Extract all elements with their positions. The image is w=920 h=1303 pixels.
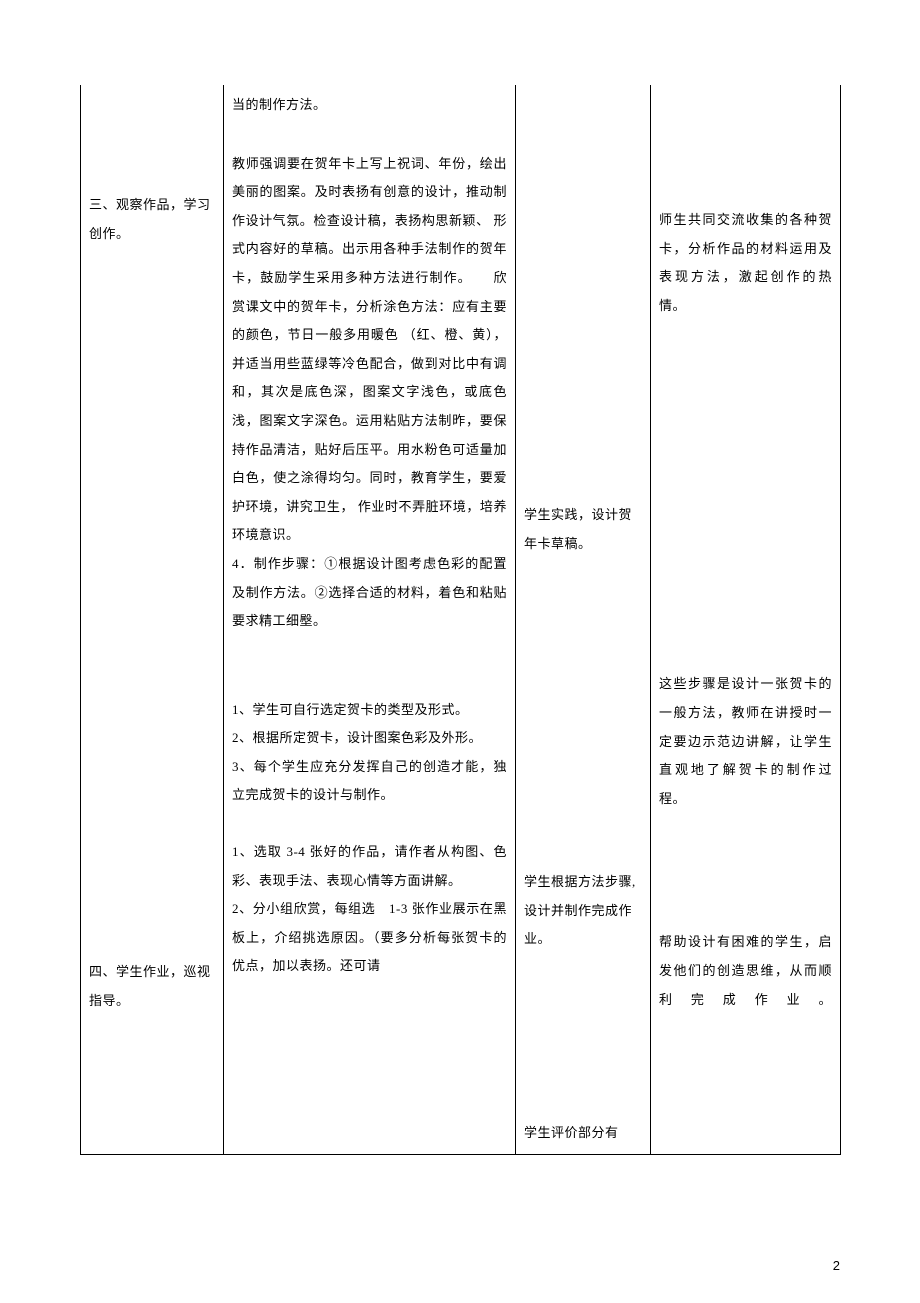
teacher-p8: 2、分小组欣赏，每组选 1-3 张作业展示在黑板上，介绍挑选原因。（要多分析每张… xyxy=(232,895,507,981)
student-p1: 学生实践，设计贺年卡草稿。 xyxy=(524,501,642,558)
column-student-activity: 学生实践，设计贺年卡草稿。 学生根据方法步骤,设计并制作完成作业。 学生评价部分… xyxy=(516,85,651,1154)
teacher-p4: 1、学生可自行选定贺卡的类型及形式。 xyxy=(232,696,507,725)
teacher-p1: 当的制作方法。 xyxy=(232,91,507,120)
teacher-p3: 4．制作步骤：①根据设计图考虑色彩的配置及制作方法。②选择合适的材料，着色和粘贴… xyxy=(232,550,507,636)
teacher-p7: 1、选取 3-4 张好的作品，请作者从构图、色彩、表现手法、表现心情等方面讲解。 xyxy=(232,838,507,895)
notes-p3: 帮助设计有困难的学生，启发他们的创造思维，从而顺利完成作业。 xyxy=(659,928,832,1014)
column-teacher-activity: 当的制作方法。 教师强调要在贺年卡上写上祝词、年份，绘出美丽的图案。及时表扬有创… xyxy=(224,85,516,1154)
page-number: 2 xyxy=(833,1258,840,1273)
notes-p2: 这些步骤是设计一张贺卡的一般方法，教师在讲授时一定要边示范边讲解，让学生直观地了… xyxy=(659,670,832,813)
student-p2: 学生根据方法步骤,设计并制作完成作业。 xyxy=(524,868,642,954)
section-3-title: 三、观察作品，学习创作。 xyxy=(89,191,215,248)
teacher-p5: 2、根据所定贺卡，设计图案色彩及外形。 xyxy=(232,724,507,753)
lesson-plan-table: 三、观察作品，学习创作。 四、学生作业，巡视指导。 当的制作方法。 教师强调要在… xyxy=(80,85,841,1155)
notes-p1: 师生共同交流收集的各种贺卡，分析作品的材料运用及表现方法，激起创作的热情。 xyxy=(659,206,832,320)
column-section-titles: 三、观察作品，学习创作。 四、学生作业，巡视指导。 xyxy=(81,85,224,1154)
teacher-p6: 3、每个学生应充分发挥自己的创造才能，独立完成贺卡的设计与制作。 xyxy=(232,753,507,810)
section-4-title: 四、学生作业，巡视指导。 xyxy=(89,958,215,1015)
student-p3: 学生评价部分有 xyxy=(524,1119,642,1148)
teacher-p2: 教师强调要在贺年卡上写上祝词、年份，绘出美丽的图案。及时表扬有创意的设计，推动制… xyxy=(232,150,507,550)
column-notes: 师生共同交流收集的各种贺卡，分析作品的材料运用及表现方法，激起创作的热情。 这些… xyxy=(651,85,841,1154)
